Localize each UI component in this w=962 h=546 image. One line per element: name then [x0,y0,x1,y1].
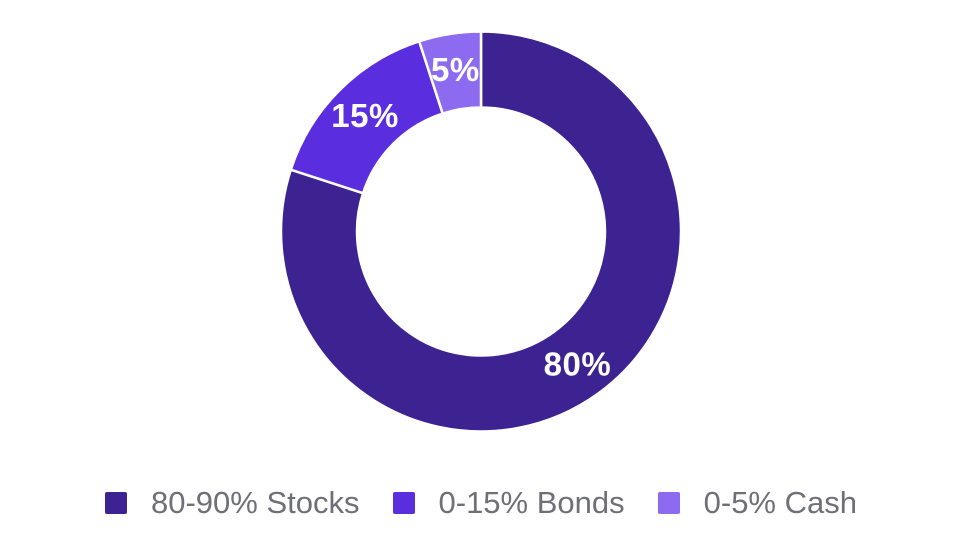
legend-label-stocks: 80-90% Stocks [151,485,360,520]
donut-slice-cash [417,30,483,116]
slice-label-cash: 5% [431,51,480,88]
legend-item-bonds: 0-15% Bonds [392,485,625,520]
slice-label-bonds: 15% [331,97,399,134]
legend-swatch-stocks [105,491,127,514]
legend-label-bonds: 0-15% Bonds [438,485,625,520]
legend-swatch-cash [657,491,680,514]
donut-slice-stocks [279,30,683,433]
legend-item-stocks: 80-90% Stocks [105,487,360,518]
slice-label-stocks: 80% [544,346,612,383]
legend-item-cash: 0-5% Cash [657,485,857,520]
chart-legend: 80-90% Stocks 0-15% Bonds 0-5% Cash [0,487,962,518]
legend-label-cash: 0-5% Cash [703,485,857,520]
donut-chart: 80% 15% 5% [279,30,683,433]
legend-swatch-bonds [392,491,415,514]
